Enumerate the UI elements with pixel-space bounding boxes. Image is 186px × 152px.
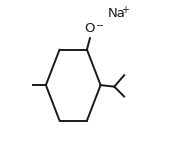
Text: Na: Na <box>108 7 126 20</box>
Text: +: + <box>121 5 129 15</box>
Text: O: O <box>85 22 95 35</box>
Text: −: − <box>96 21 104 31</box>
